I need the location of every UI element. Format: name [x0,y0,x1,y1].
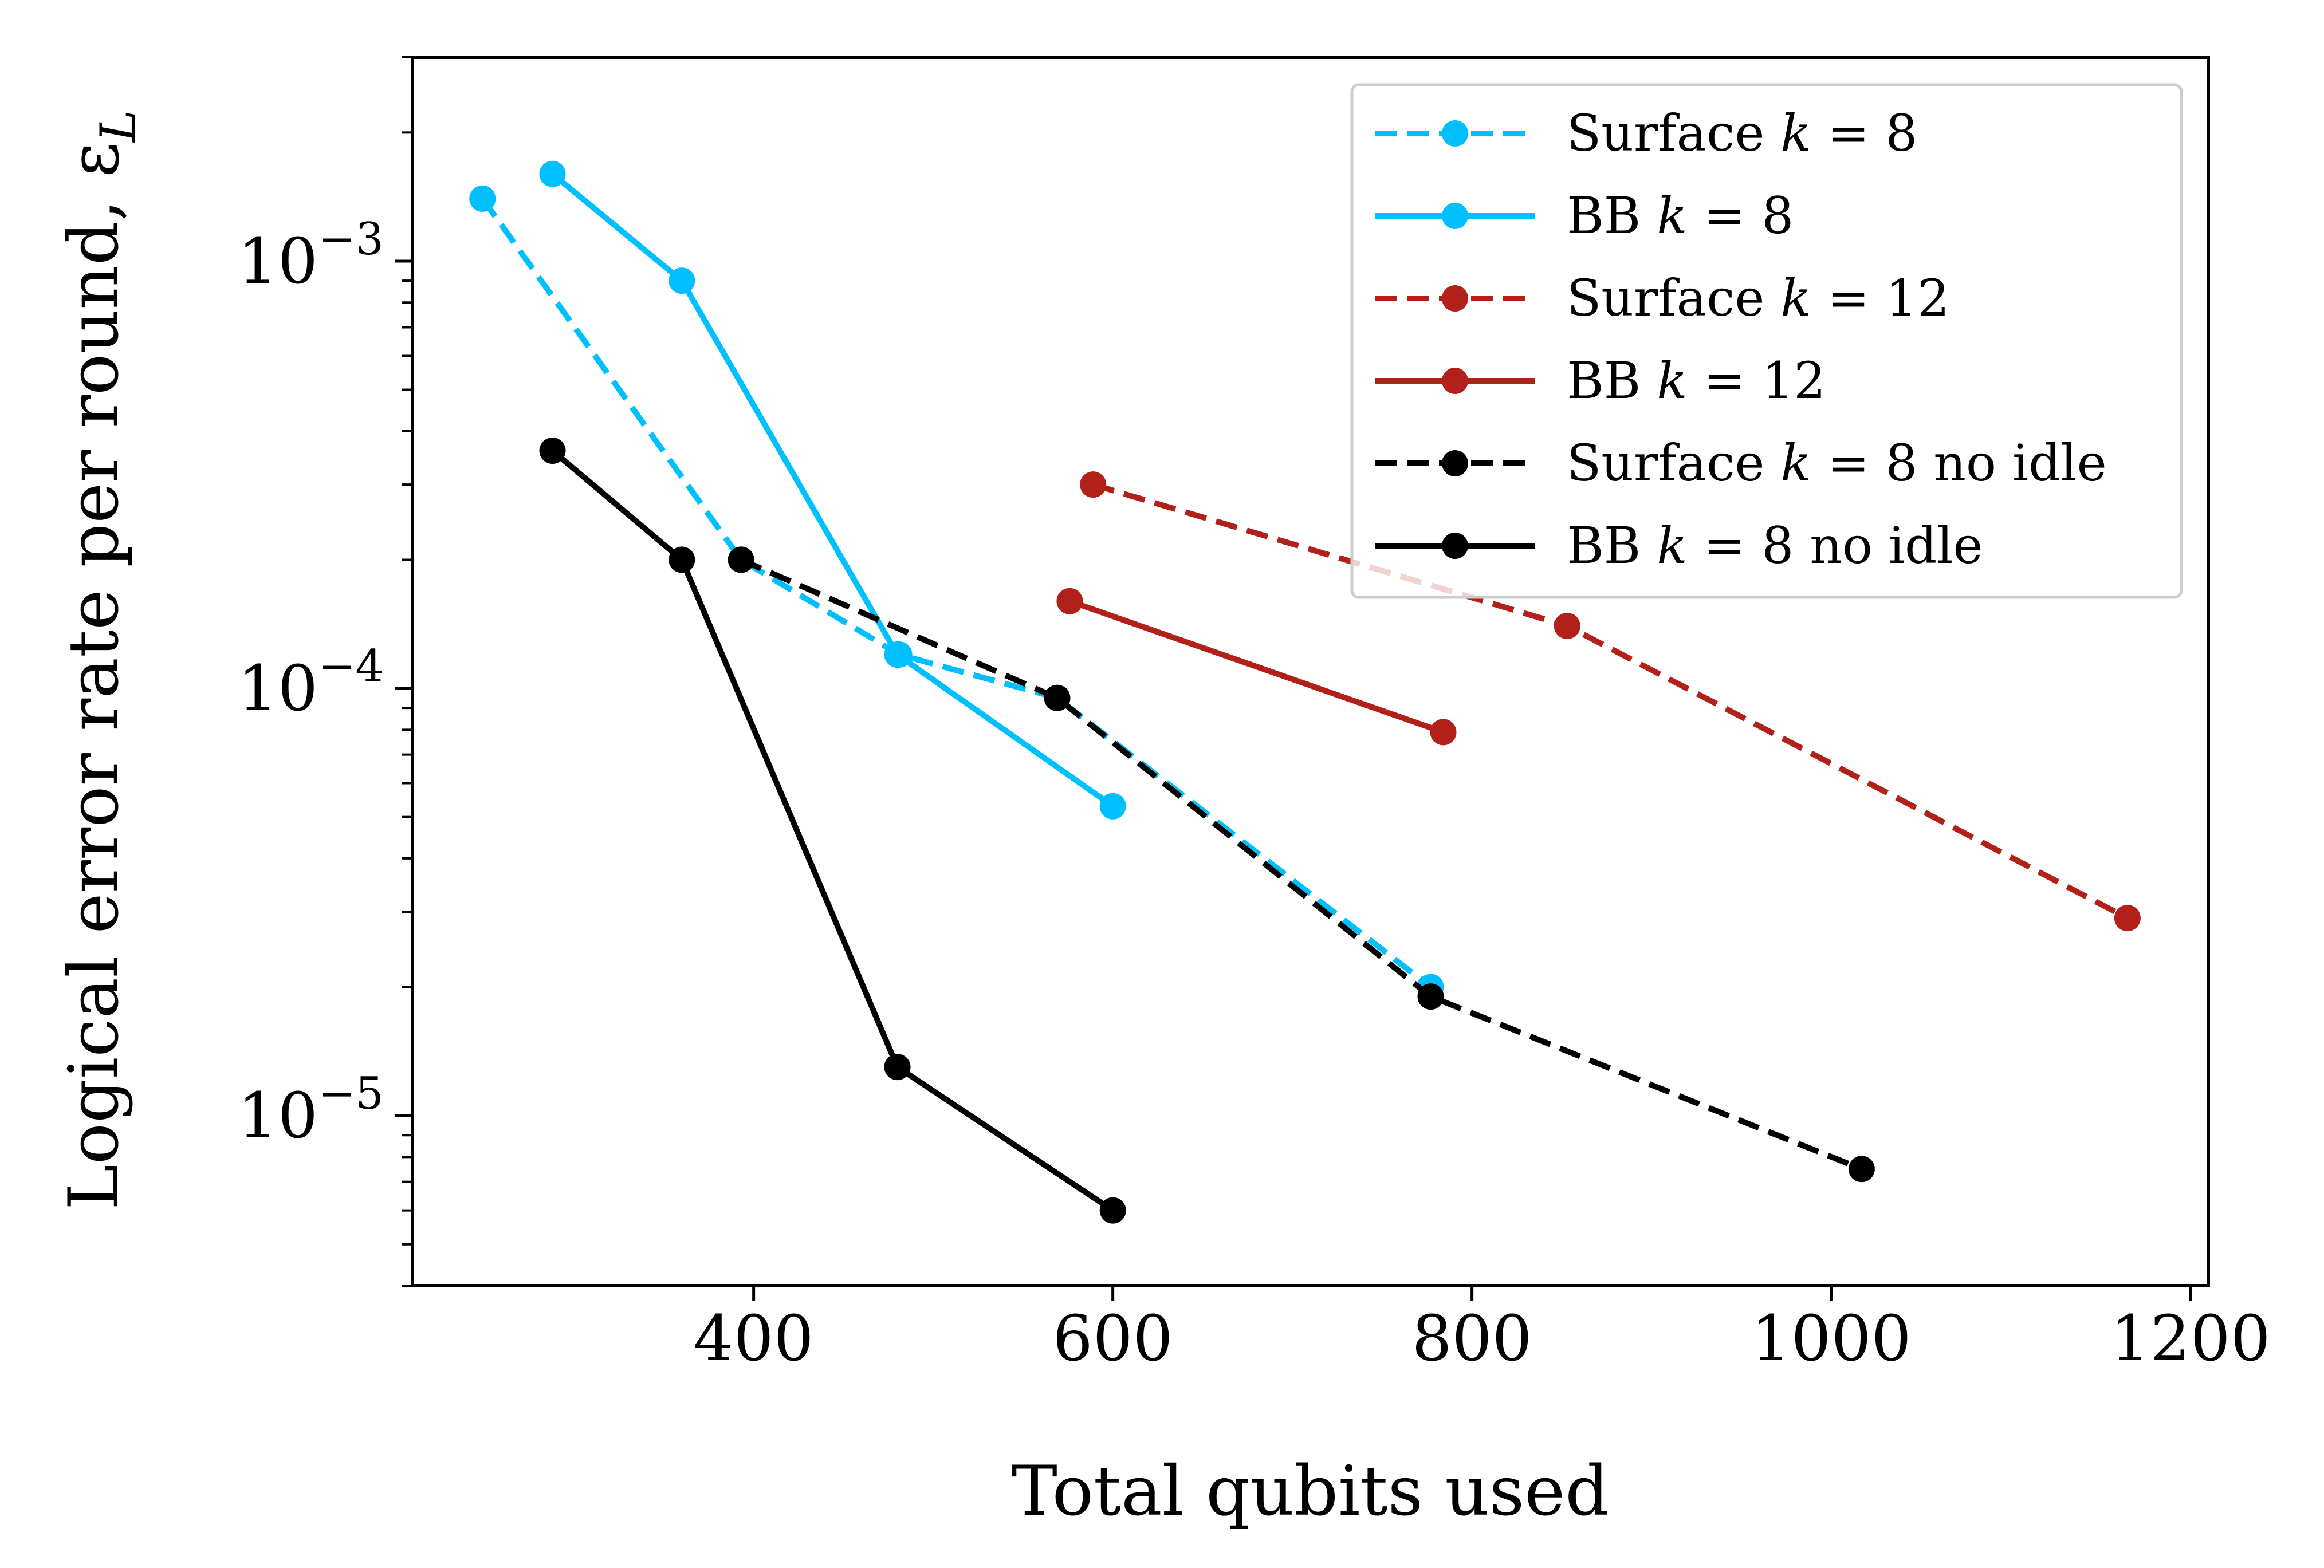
plot-area [469,160,2141,1224]
data-point [884,641,911,668]
x-tick-label: 1000 [1751,1302,1912,1375]
y-tick-label: 10−3 [238,214,384,298]
data-point [539,438,566,464]
series-2 [1080,471,2141,932]
axes-frame [411,56,2210,1287]
legend-marker [1442,450,1468,476]
series-line [550,448,1115,1213]
series-0 [469,185,1444,1000]
series-line [480,196,1433,990]
legend-marker [1442,285,1468,312]
series-line [740,557,1863,1172]
data-point [1080,471,1107,498]
x-tick-label: 400 [694,1302,814,1375]
legend-marker [1442,533,1468,559]
data-point [669,267,695,294]
axes: 400 600 800 1000 1200 10−5 10−4 10−3 Total qubit… [54,56,2271,1531]
data-point [1430,719,1457,746]
series-1 [539,160,1126,820]
data-point [1099,793,1126,820]
legend-entry-2: Surface k = 12 [1375,269,1949,328]
data-point [884,1054,911,1081]
series-line [1068,598,1445,735]
data-point [669,546,695,573]
y-tick-label: 10−4 [238,641,384,725]
legend-label: BB k = 12 [1567,351,1826,410]
legend-label: Surface k = 8 no idle [1567,434,2107,493]
x-tick-label: 600 [1053,1302,1173,1375]
data-point [1554,613,1580,639]
legend-entry-3: BB k = 12 [1375,351,1826,410]
data-point [2114,905,2141,932]
data-point [728,546,754,573]
legend-entry-5: BB k = 8 no idle [1375,516,1983,575]
data-point [1417,983,1444,1010]
legend-entry-0: Surface k = 8 [1375,104,1917,163]
legend-marker [1442,120,1468,147]
series-3 [1056,588,1457,746]
legend-entry-1: BB k = 8 [1375,186,1794,245]
series-5 [539,438,1126,1224]
data-point [1099,1197,1126,1224]
series-4 [728,546,1875,1183]
data-point [1044,684,1071,711]
y-axis-title: Logical error rate per round, εL [54,110,146,1210]
legend-label: BB k = 8 [1567,186,1794,245]
y-tick-label: 10−5 [238,1068,384,1152]
data-point [1848,1156,1875,1183]
x-tick-label: 800 [1412,1302,1532,1375]
legend-label: BB k = 8 no idle [1567,516,1983,575]
x-axis-title: Total qubits used [1012,1452,1609,1531]
legend-label: Surface k = 12 [1567,269,1949,328]
legend-box [1350,83,2183,599]
legend-marker [1442,203,1468,229]
x-tick-label: 1200 [2110,1302,2271,1375]
legend: Surface k = 8 BB k = 8 Surface k = 12 BB k … [1350,83,2183,599]
legend-entry-4: Surface k = 8 no idle [1375,434,2107,493]
legend-label: Surface k = 8 [1567,104,1917,163]
legend-marker [1442,368,1468,394]
series-line [550,171,1115,809]
data-point [1056,588,1083,614]
data-point [539,160,566,187]
data-point [469,185,496,212]
